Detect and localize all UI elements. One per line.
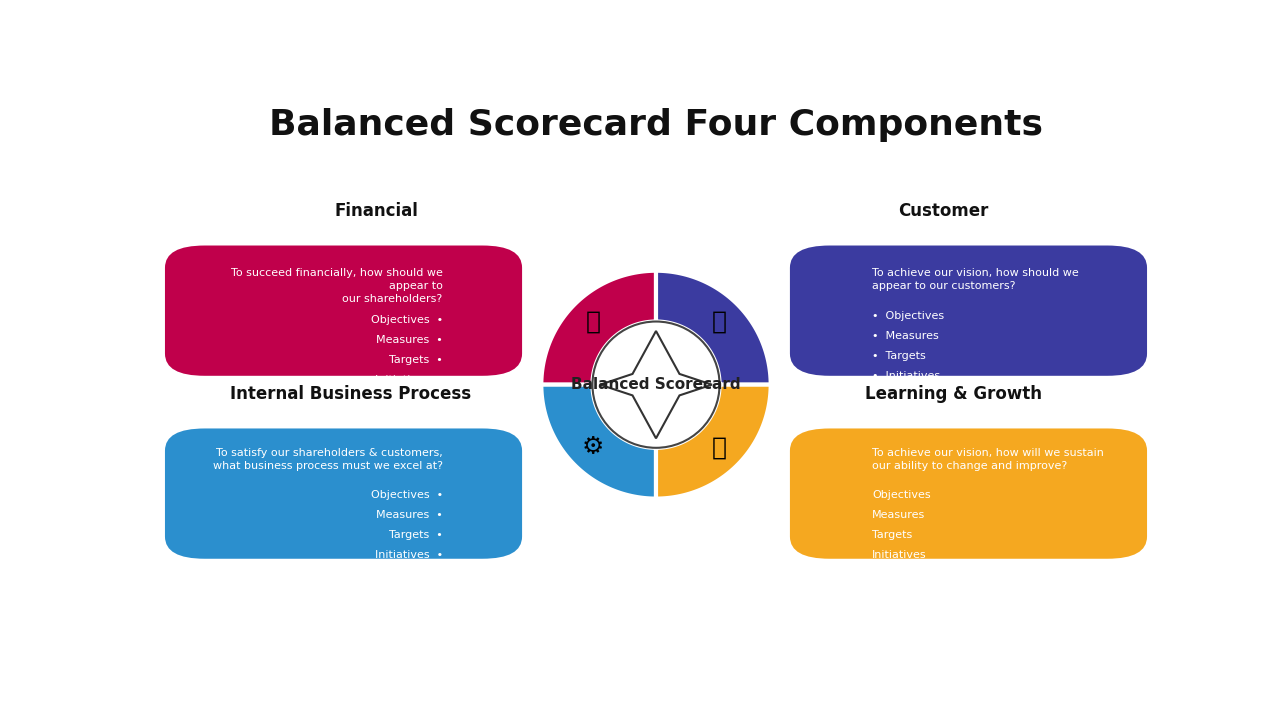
FancyBboxPatch shape: [165, 428, 522, 559]
Text: To satisfy our shareholders & customers,
what business process must we excel at?: To satisfy our shareholders & customers,…: [212, 448, 443, 471]
Text: •  Targets: • Targets: [872, 351, 925, 361]
Text: Targets  •: Targets •: [389, 355, 443, 365]
FancyBboxPatch shape: [165, 246, 522, 376]
Text: Financial: Financial: [334, 202, 419, 220]
Text: 💰: 💰: [585, 310, 600, 334]
Text: Targets  •: Targets •: [389, 530, 443, 540]
Polygon shape: [600, 331, 712, 438]
Text: Measures: Measures: [872, 510, 925, 520]
Text: Initiatives  •: Initiatives •: [375, 374, 443, 384]
Text: ⚙: ⚙: [582, 436, 604, 459]
Ellipse shape: [593, 322, 719, 448]
Text: Measures  •: Measures •: [376, 335, 443, 345]
Text: Initiatives: Initiatives: [872, 550, 927, 560]
Text: 📘: 📘: [712, 436, 727, 459]
PathPatch shape: [657, 384, 771, 499]
Text: Learning & Growth: Learning & Growth: [865, 385, 1042, 403]
FancyBboxPatch shape: [790, 428, 1147, 559]
Text: Targets: Targets: [872, 530, 913, 540]
Text: To achieve our vision, how should we
appear to our customers?: To achieve our vision, how should we app…: [872, 269, 1079, 291]
PathPatch shape: [657, 271, 771, 384]
Text: Initiatives  •: Initiatives •: [375, 550, 443, 560]
Text: To achieve our vision, how will we sustain
our ability to change and improve?: To achieve our vision, how will we susta…: [872, 448, 1105, 471]
PathPatch shape: [541, 271, 657, 384]
Text: •  Initiatives: • Initiatives: [872, 371, 941, 381]
Text: 🎧: 🎧: [712, 310, 727, 334]
Text: To succeed financially, how should we
appear to
our shareholders?: To succeed financially, how should we ap…: [230, 269, 443, 304]
Text: Objectives: Objectives: [872, 490, 931, 500]
Text: Internal Business Process: Internal Business Process: [230, 385, 471, 403]
Text: •  Measures: • Measures: [872, 331, 940, 341]
Text: Measures  •: Measures •: [376, 510, 443, 520]
Text: Objectives  •: Objectives •: [371, 490, 443, 500]
PathPatch shape: [541, 384, 657, 499]
Text: Objectives  •: Objectives •: [371, 315, 443, 325]
Text: Balanced Scorecard Four Components: Balanced Scorecard Four Components: [269, 108, 1043, 143]
FancyBboxPatch shape: [790, 246, 1147, 376]
Text: Balanced Scorecard: Balanced Scorecard: [571, 377, 741, 392]
Text: Customer: Customer: [899, 202, 989, 220]
Text: •  Objectives: • Objectives: [872, 311, 945, 321]
